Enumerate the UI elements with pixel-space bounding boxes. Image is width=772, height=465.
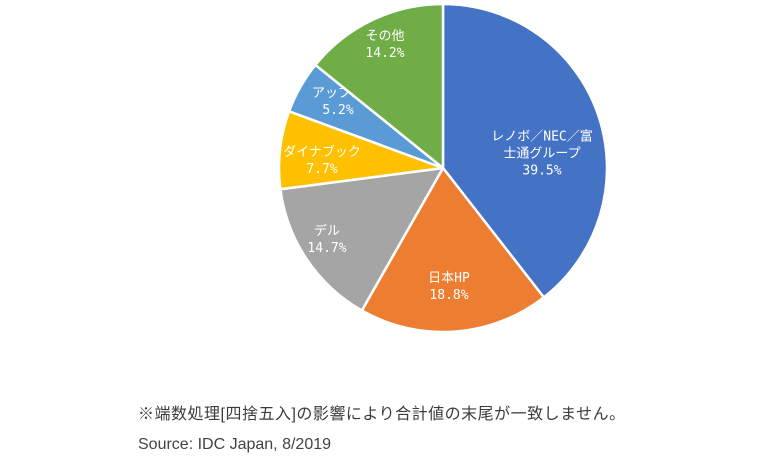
source-text: Source: IDC Japan, 8/2019 [138, 436, 332, 453]
pie-slice-label-dell: デル 14.7% [307, 223, 346, 256]
pie-slice-label-dynabook: ダイナブック 7.7% [283, 144, 361, 177]
pie-slice-lenovo-nec-fujitsu-group [441, 2, 609, 299]
pie-slice-others [314, 2, 445, 170]
pie-slice-label-others: その他 14.2% [365, 29, 404, 61]
pie-slice-label-lenovo-nec-fujitsu-group: レノボ／NEC／富士通グループ 39.5% [491, 129, 592, 179]
pie-slice-japan-hp [360, 166, 546, 334]
rounding-note: ※端数処理[四捨五入]の影響により合計値の末尾が一致しません。 [138, 406, 626, 423]
pie-chart: レノボ／NEC／富士通グループ 39.5% 日本HP 18.8% デル 14.7% ダイナブ… [277, 2, 609, 334]
pie-slice-label-japan-hp: 日本HP 18.8% [428, 271, 470, 303]
pie-slice-dell [279, 166, 445, 312]
pie-chart-svg: レノボ／NEC／富士通グループ 39.5% 日本HP 18.8% デル 14.7% ダイナブ… [277, 2, 609, 334]
